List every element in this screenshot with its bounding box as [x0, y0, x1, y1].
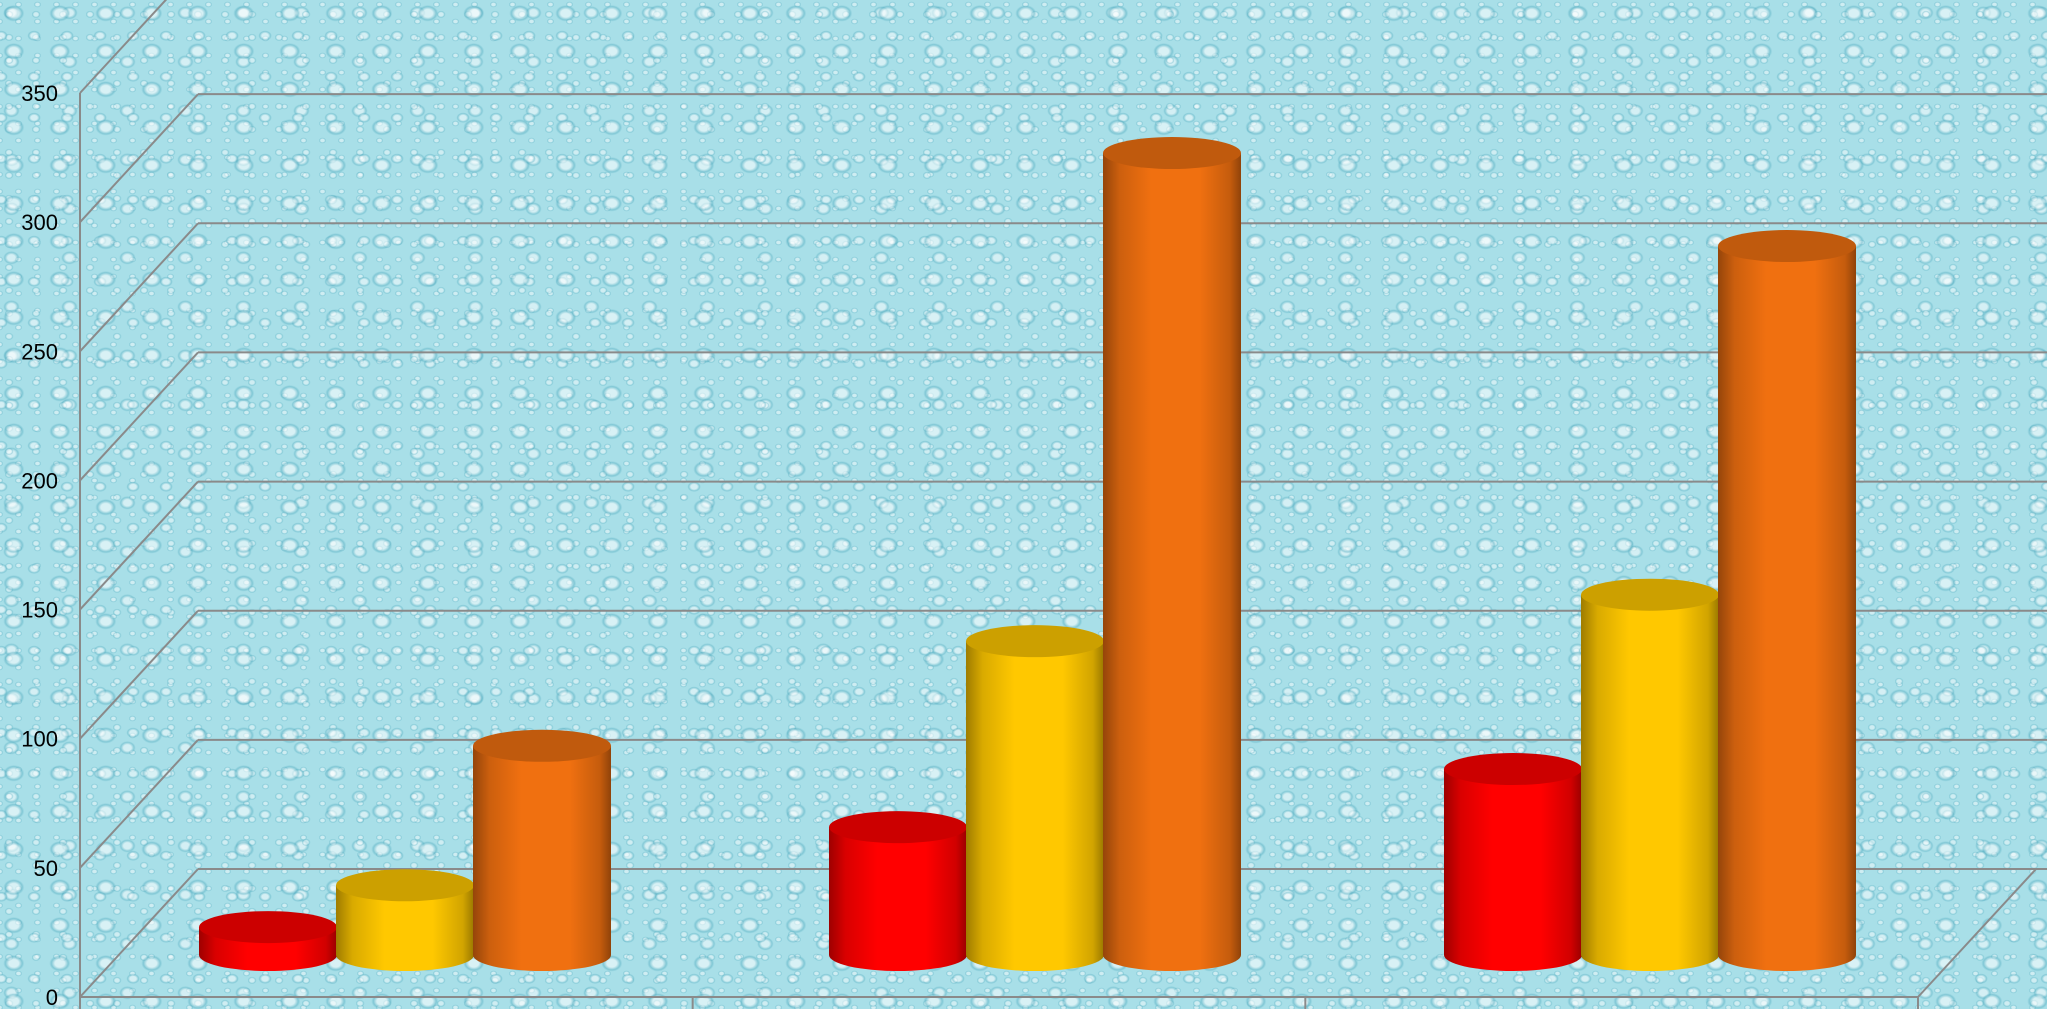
bar: [829, 811, 967, 971]
bar-cap: [1581, 578, 1719, 611]
gridline-side: [79, 739, 199, 869]
bar-body: [966, 641, 1104, 971]
bar: [1103, 137, 1241, 972]
bar: [199, 911, 337, 971]
bar-cap: [1444, 753, 1582, 786]
gridline-side: [79, 351, 199, 482]
bar-cap: [1718, 230, 1856, 263]
bars: [199, 137, 1856, 972]
y-tick-label: 100: [21, 727, 58, 752]
y-tick-label: 250: [21, 339, 58, 364]
bar-cap: [199, 911, 337, 944]
bar-cap: [1103, 137, 1241, 170]
bar-body: [336, 885, 474, 971]
y-tick-label: 50: [34, 856, 58, 881]
bar: [473, 729, 611, 971]
y-tick-label: 150: [21, 598, 58, 623]
bar: [1718, 230, 1856, 971]
bar: [1444, 753, 1582, 971]
bar: [336, 869, 474, 971]
y-tick-label: 300: [21, 210, 58, 235]
gridline-side: [79, 480, 199, 611]
bar-body: [1718, 246, 1856, 971]
gridline-side: [79, 0, 168, 94]
y-tick-label: 0: [46, 985, 58, 1009]
y-tick-label: 200: [21, 468, 58, 493]
bar-cap: [829, 811, 967, 844]
bar-cap: [473, 729, 611, 762]
gridline-side: [79, 93, 199, 223]
floor-edge: [1917, 868, 2037, 998]
y-tick-label: 350: [21, 81, 58, 106]
bar-body: [1103, 153, 1241, 972]
gridline-side: [79, 610, 199, 740]
gridline-side: [79, 222, 199, 352]
bar-cap: [336, 869, 474, 902]
bar-body: [1581, 594, 1719, 971]
y-tick-labels: 0 50 100 150 200 250 300 350: [21, 81, 58, 1009]
bar-body: [1444, 769, 1582, 971]
bar: [1581, 578, 1719, 971]
bar-body: [829, 827, 967, 971]
gridline-side: [79, 868, 199, 998]
axes: [79, 93, 1919, 1009]
bar-cap: [966, 625, 1104, 658]
bar: [966, 625, 1104, 971]
bar-body: [473, 745, 611, 971]
